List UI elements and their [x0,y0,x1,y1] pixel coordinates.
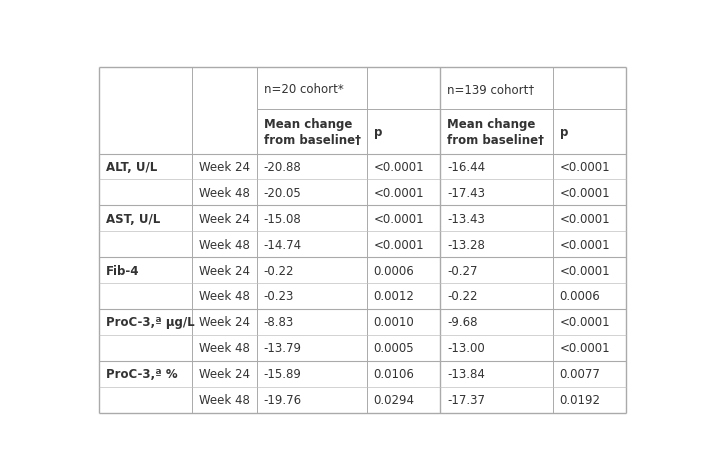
Text: 0.0106: 0.0106 [374,367,414,380]
Text: -13.28: -13.28 [447,238,485,251]
Text: p: p [374,126,382,139]
Text: Week 48: Week 48 [199,342,250,355]
Text: -14.74: -14.74 [264,238,302,251]
Text: Week 48: Week 48 [199,393,250,406]
Text: 0.0192: 0.0192 [560,393,601,406]
Text: Week 24: Week 24 [199,161,250,174]
Text: -17.37: -17.37 [447,393,485,406]
Text: Week 24: Week 24 [199,367,250,380]
Text: <0.0001: <0.0001 [560,161,610,174]
Text: <0.0001: <0.0001 [560,264,610,277]
Text: ProC-3,ª μg/L: ProC-3,ª μg/L [106,316,195,329]
Text: <0.0001: <0.0001 [560,316,610,329]
Text: -0.27: -0.27 [447,264,478,277]
Text: -19.76: -19.76 [264,393,302,406]
Text: Week 24: Week 24 [199,264,250,277]
Text: -0.22: -0.22 [447,290,478,303]
Text: -15.89: -15.89 [264,367,302,380]
Text: AST, U/L: AST, U/L [106,212,161,225]
Text: 0.0077: 0.0077 [560,367,601,380]
Text: p: p [560,126,568,139]
Text: -13.00: -13.00 [447,342,485,355]
Text: Week 48: Week 48 [199,290,250,303]
Text: -8.83: -8.83 [264,316,294,329]
Text: -13.84: -13.84 [447,367,485,380]
Text: n=139 cohort†: n=139 cohort† [447,83,534,96]
Text: -20.88: -20.88 [264,161,302,174]
Text: 0.0294: 0.0294 [374,393,414,406]
Text: <0.0001: <0.0001 [560,212,610,225]
Text: -13.43: -13.43 [447,212,485,225]
Text: -0.23: -0.23 [264,290,294,303]
Text: -15.08: -15.08 [264,212,302,225]
Text: <0.0001: <0.0001 [374,212,425,225]
Text: Week 48: Week 48 [199,187,250,199]
Text: ALT, U/L: ALT, U/L [106,161,157,174]
Text: <0.0001: <0.0001 [560,187,610,199]
Text: 0.0010: 0.0010 [374,316,414,329]
Text: Fib-4: Fib-4 [106,264,140,277]
Text: -20.05: -20.05 [264,187,302,199]
Text: Week 24: Week 24 [199,212,250,225]
Text: n=20 cohort*: n=20 cohort* [264,83,344,96]
Text: Mean change
from baseline†: Mean change from baseline† [264,118,361,147]
Text: -16.44: -16.44 [447,161,485,174]
Text: -9.68: -9.68 [447,316,478,329]
Text: <0.0001: <0.0001 [560,342,610,355]
Text: 0.0006: 0.0006 [374,264,414,277]
Text: <0.0001: <0.0001 [374,238,425,251]
Text: -17.43: -17.43 [447,187,485,199]
Text: 0.0012: 0.0012 [374,290,414,303]
Text: 0.0006: 0.0006 [560,290,601,303]
Text: ProC-3,ª %: ProC-3,ª % [106,367,177,380]
Text: Mean change
from baseline†: Mean change from baseline† [447,118,544,147]
Text: Week 24: Week 24 [199,316,250,329]
Text: <0.0001: <0.0001 [374,187,425,199]
Text: Week 48: Week 48 [199,238,250,251]
Text: -0.22: -0.22 [264,264,294,277]
Text: <0.0001: <0.0001 [374,161,425,174]
Text: <0.0001: <0.0001 [560,238,610,251]
Text: 0.0005: 0.0005 [374,342,414,355]
Text: -13.79: -13.79 [264,342,302,355]
